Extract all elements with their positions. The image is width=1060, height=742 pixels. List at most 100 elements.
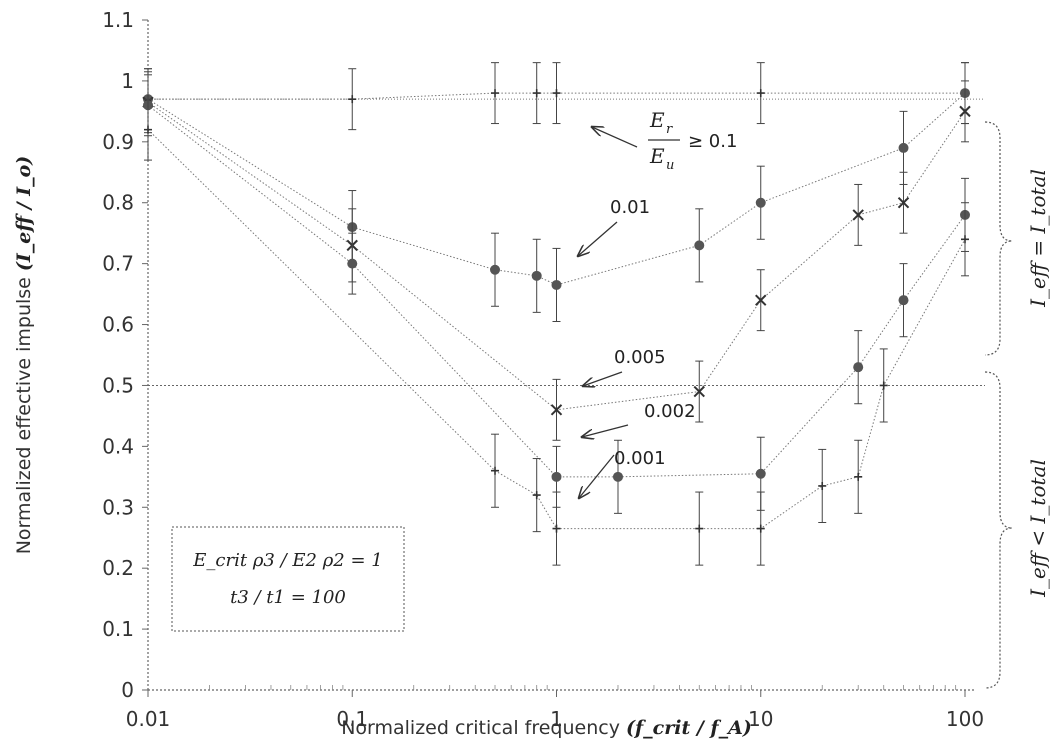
brace-upper-label: I_eff = I_total [1026,169,1050,308]
marker-dot [490,264,501,275]
marker-dot [347,258,358,269]
marker-plus [695,524,704,533]
box-line-1: E_crit ρ3 / E2 ρ2 = 1 [192,550,382,571]
data-point [347,232,358,295]
label-0-005: 0.005 [614,347,666,368]
marker-cross [959,105,971,118]
y-tick-label: 0.5 [102,373,134,397]
marker-dot [531,270,542,281]
x-tick-label: 10 [748,707,773,731]
series-line-1 [147,92,966,286]
y-tick-label: 1.1 [102,8,134,32]
data-point [879,348,888,423]
marker-dot [853,362,864,373]
series-line-2 [147,101,966,411]
data-point [852,183,864,246]
marker-dot [898,142,909,153]
y-tick-label: 0.6 [102,313,134,337]
data-point [756,491,765,566]
x-axis-title: Normalized critical frequency (f_crit / … [341,717,752,739]
data-point [854,439,863,514]
marker-plus [818,481,827,490]
data-point [144,98,152,161]
annotation-0-005: 0.005 [583,347,666,386]
reference-lines [148,98,985,386]
marker-plus [144,125,152,134]
data-point [490,232,501,307]
label-0-01: 0.01 [610,197,650,218]
data-point [818,448,827,523]
data-point [348,68,357,131]
y-tick-label: 0.9 [102,130,134,154]
er-label: E [649,108,665,132]
y-axis-title: Normalized effective impulse (I_eff / I_… [13,156,35,555]
data-point [897,171,910,234]
x-tick-label: 0.01 [126,707,171,731]
marker-plus [552,524,561,533]
series-line-3 [147,104,966,478]
data-point [551,247,562,322]
marker-dot [551,279,562,290]
data-point [755,269,767,332]
marker-dot [551,471,562,482]
data-point [693,360,705,423]
y-tick-label: 0.7 [102,252,134,276]
marker-dot [612,471,623,482]
eu-label: E [649,144,665,168]
marker-plus [491,89,500,98]
data-point [491,62,500,125]
y-tick-label: 0.2 [102,556,134,580]
data-point [695,491,704,566]
marker-dot [898,295,909,306]
y-tick-label: 0.3 [102,495,134,519]
brace-lower-label: I_eff < I_total [1026,459,1050,598]
y-tick-label: 1 [121,69,134,93]
y-tick-label: 0.4 [102,434,134,458]
y-tick-label: 0.8 [102,191,134,215]
label-0-002: 0.002 [644,401,696,422]
data-point [959,80,971,143]
brace-lower: I_eff < I_total [984,371,1050,689]
data-point [694,208,705,283]
marker-cross [897,197,910,209]
data-point [531,238,542,313]
marker-plus [854,472,863,481]
data-marks [142,62,971,566]
axes: 0 0.1 0.2 0.3 0.4 0.5 0.6 0.7 0.8 0.9 1 1.1 0.01 0.1 1… [13,8,984,739]
marker-cross [852,209,864,221]
data-point [898,263,909,338]
marker-plus [756,89,765,98]
data-point [532,458,541,533]
data-point [532,62,541,125]
data-point [612,439,623,514]
data-point [961,202,969,277]
data-point [550,378,563,441]
y-tick-label: 0.1 [102,617,134,641]
marker-plus [879,381,888,390]
marker-cross [550,404,563,416]
box-line-2: t3 / t1 = 100 [230,587,346,608]
y-tick-label: 0 [121,678,134,702]
marker-plus [348,95,357,104]
er-sub: r [666,122,673,137]
marker-dot [755,468,766,479]
marker-plus [491,466,500,475]
parameter-box: E_crit ρ3 / E2 ρ2 = 1 t3 / t1 = 100 [171,526,405,632]
data-point [755,165,766,240]
annotation-er-eu: E r E u ≥ 0.1 [592,108,737,173]
annotation-0-002: 0.002 [582,401,696,437]
marker-dot [694,240,705,251]
data-point [552,491,561,566]
brace-upper: I_eff = I_total [984,121,1050,356]
eu-sub: u [666,158,674,173]
data-point [853,330,864,405]
marker-plus [532,491,541,500]
data-point [756,62,765,125]
marker-plus [756,524,765,533]
marker-plus [552,89,561,98]
marker-cross [755,294,767,306]
marker-plus [532,89,541,98]
x-tick-label: 1 [550,707,563,731]
marker-plus [961,235,969,244]
